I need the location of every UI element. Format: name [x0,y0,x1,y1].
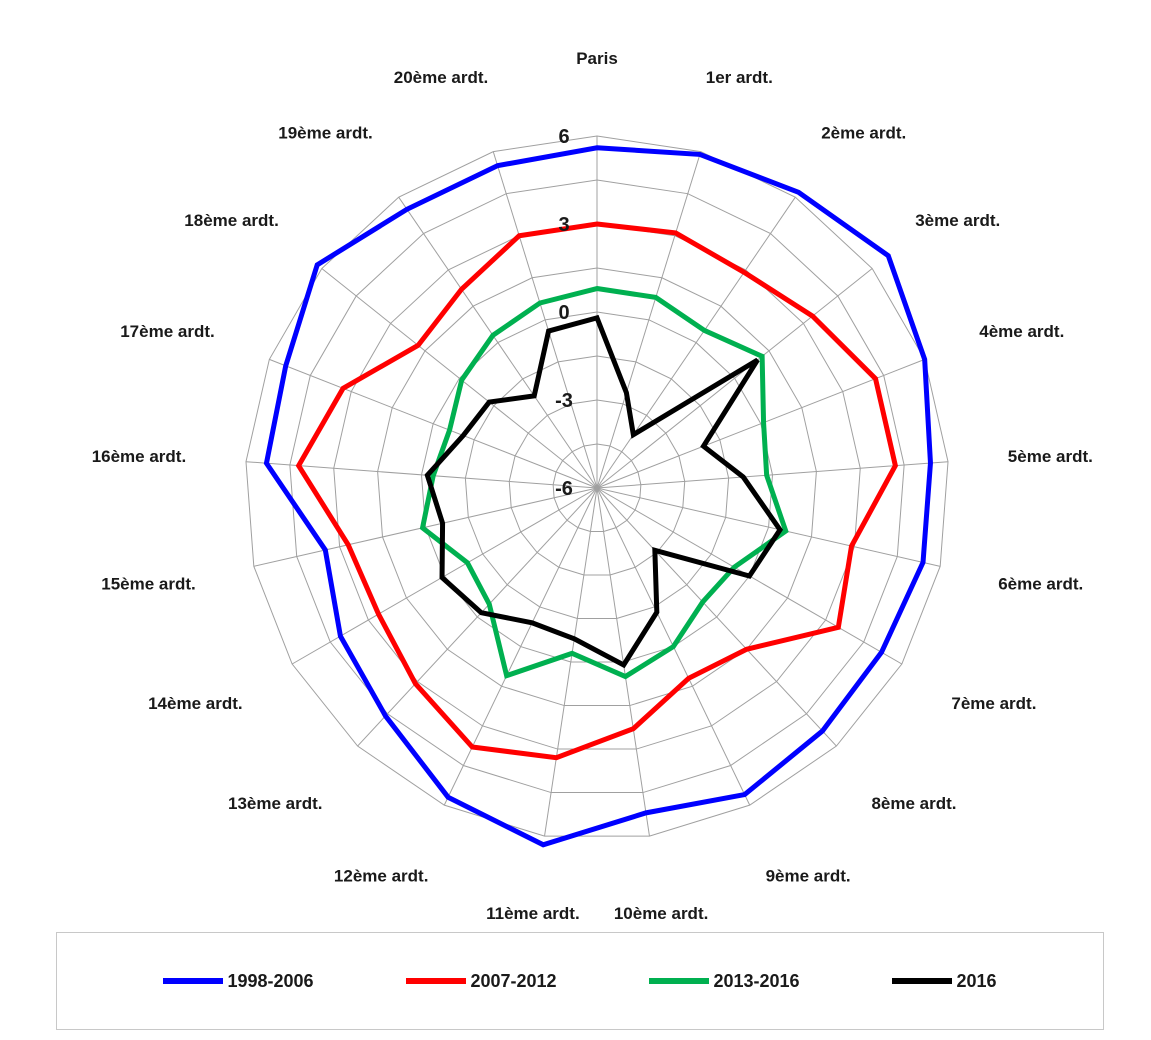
spoke-line [544,487,598,837]
grid-ring [245,135,949,837]
legend-swatch [892,978,953,984]
legend-item: 2016 [892,970,997,992]
spoke-line [596,487,941,567]
tick-label: 0 [558,302,569,324]
spoke-line [357,487,598,747]
tick-label: -6 [555,478,573,500]
grid-ring [464,355,730,620]
spoke-line [291,487,598,665]
category-labels: Paris 1er ardt. 2ème ardt. 3ème ardt. 4ème a… [92,49,1093,923]
grid-ring [552,443,642,533]
legend-label: 2013-2016 [713,970,800,991]
radar-series [263,145,933,848]
spoke-line [596,358,925,489]
category-label: 6ème ardt. [998,575,1083,594]
radar-chart: 6 3 0 -3 -6 Paris 1er ardt. 2ème ardt. 3ème ard… [92,49,1093,923]
legend-swatch [406,978,467,984]
tick-label: 6 [558,126,569,148]
category-label: Paris [576,49,618,68]
spoke-line [596,151,702,489]
category-label: 11ème ardt. [486,904,580,923]
spoke-line [596,196,796,489]
category-label: 18ème ardt. [184,211,279,230]
series-2016 [424,314,784,669]
series-1998-2006 [263,145,933,848]
category-label: 7ème ardt. [951,694,1036,713]
grid-ring [377,267,817,707]
grid-ring [333,223,861,750]
category-label: 13ème ardt. [228,794,323,813]
tick-label: 3 [558,214,569,236]
legend-item: 2013-2016 [649,970,800,992]
series-2007-2012 [295,221,899,761]
legend-swatch [163,978,224,984]
series-2013-2016 [419,285,789,680]
category-label: 1er ardt. [706,68,773,87]
legend-label: 2007-2012 [470,970,557,991]
spoke-line [492,151,598,489]
category-label: 3ème ardt. [915,211,1000,230]
spoke-line [245,461,598,489]
spoke-line [596,487,837,747]
category-label: 8ème ardt. [871,794,956,813]
category-label: 9ème ardt. [766,866,851,885]
spoke-line [596,461,949,489]
spoke-line [596,268,873,489]
legend: 1998-2006 2007-2012 2013-2016 2016 [56,932,1104,1030]
category-label: 20ème ardt. [394,68,489,87]
category-label: 5ème ardt. [1008,447,1093,466]
spoke-line [443,487,598,806]
category-label: 10ème ardt. [614,904,709,923]
legend-item: 2007-2012 [406,970,557,992]
grid-ring [508,399,686,576]
category-label: 12ème ardt. [334,866,429,885]
legend-swatch [649,978,710,984]
category-label: 4ème ardt. [979,322,1064,341]
spoke-line [269,358,598,489]
category-label: 19ème ardt. [278,124,373,143]
legend-item: 1998-2006 [163,970,314,992]
radar-grid [245,135,949,837]
category-label: 16ème ardt. [92,447,187,466]
category-label: 15ème ardt. [101,575,196,594]
tick-label: -3 [555,390,573,412]
legend-label: 2016 [956,970,997,991]
legend-label: 1998-2006 [227,970,314,991]
category-label: 17ème ardt. [120,322,215,341]
category-label: 2ème ardt. [821,124,906,143]
spoke-line [321,268,598,489]
grid-ring [289,179,905,794]
radial-tick-labels: 6 3 0 -3 -6 [555,126,573,500]
category-label: 14ème ardt. [148,694,243,713]
spoke-line [398,196,598,489]
